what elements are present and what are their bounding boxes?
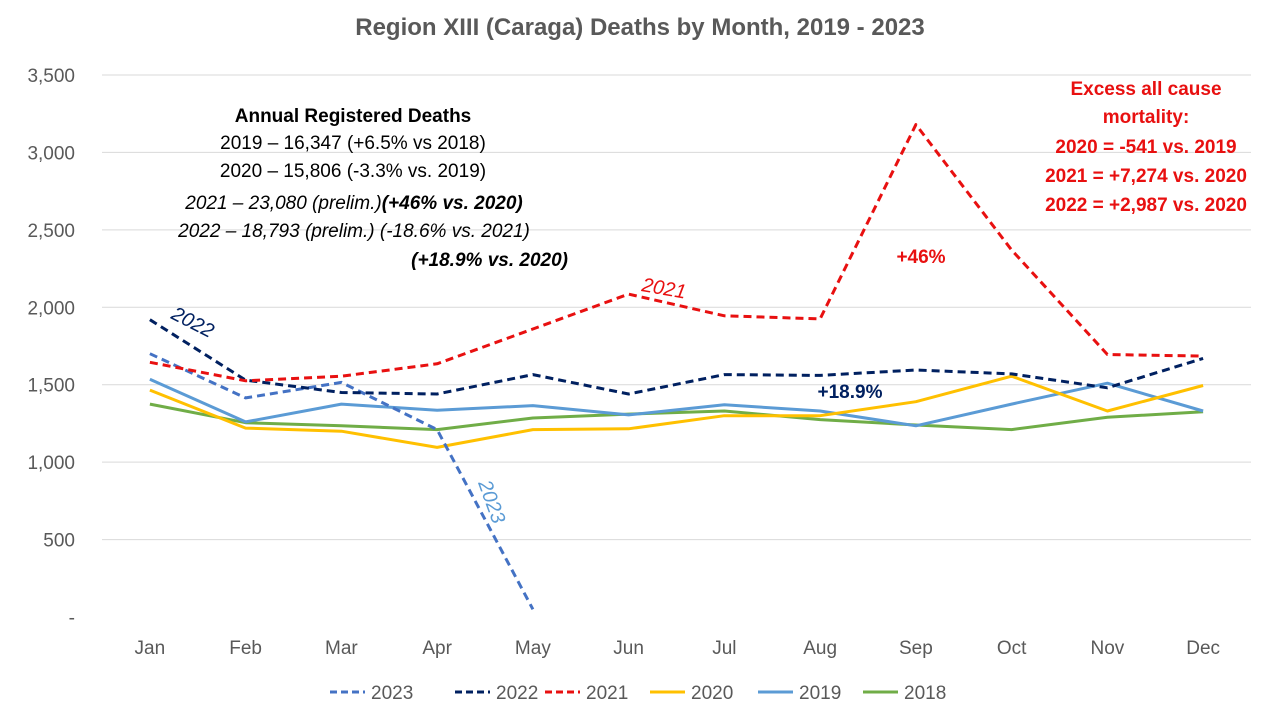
plot-area [149, 123, 1204, 611]
series-line-2019 [149, 377, 1204, 428]
y-tick-label: 2,000 [27, 298, 75, 319]
x-tick-label: May [515, 638, 551, 659]
annotation-line-2022-vs-2020: (+18.9% vs. 2020) [411, 250, 568, 271]
y-tick-label: 1,000 [27, 453, 75, 474]
chart-title: Region XIII (Caraga) Deaths by Month, 20… [355, 14, 924, 41]
legend-label-2019: 2019 [799, 683, 841, 704]
annotation-line-2022: 2022 – 18,793 (prelim.) (-18.6% vs. 2021… [177, 221, 530, 242]
x-tick-label: Jan [135, 638, 166, 659]
excess-line-2022: 2022 = +2,987 vs. 2020 [1045, 195, 1247, 216]
x-axis: Jan Feb Mar Apr May Jun Jul Aug Sep Oct Nov Dec [135, 638, 1220, 659]
x-tick-label: Aug [803, 638, 837, 659]
y-tick-label: 1,500 [27, 376, 75, 397]
x-tick-label: Jun [613, 638, 644, 659]
y-axis: - 500 1,000 1,500 2,000 2,500 3,000 3,500 [27, 66, 75, 629]
x-tick-label: Nov [1090, 638, 1124, 659]
legend-label-2020: 2020 [691, 683, 733, 704]
excess-title-1: Excess all cause [1070, 79, 1221, 100]
excess-title-2: mortality: [1103, 107, 1190, 128]
x-tick-label: Mar [325, 638, 358, 659]
x-tick-label: Dec [1186, 638, 1220, 659]
legend-label-2018: 2018 [904, 683, 946, 704]
excess-line-2021: 2021 = +7,274 vs. 2020 [1045, 166, 1247, 187]
series-line-2023 [149, 352, 535, 611]
series-line-2020 [149, 374, 1204, 449]
pct-2022-label: +18.9% [818, 382, 883, 403]
annotation-line-2021-a: 2021 – 23,080 (prelim.) [184, 193, 381, 214]
legend-label-2021: 2021 [586, 683, 628, 704]
x-tick-label: Feb [229, 638, 262, 659]
series-line-2022 [149, 318, 1204, 396]
legend: 2023 2022 2021 2020 2019 2018 [330, 683, 946, 704]
annual-deaths-annotation: Annual Registered Deaths 2019 – 16,347 (… [177, 106, 568, 271]
y-tick-label: 3,500 [27, 66, 75, 87]
y-tick-label: 2,500 [27, 221, 75, 242]
legend-label-2023: 2023 [371, 683, 413, 704]
excess-mortality-annotation: Excess all cause mortality: 2020 = -541 … [1045, 79, 1247, 216]
y-tick-label: - [69, 608, 75, 629]
annotation-line-2021: 2021 – 23,080 (prelim.)(+46% vs. 2020) [184, 193, 522, 214]
series-line-2021 [149, 123, 1204, 383]
annotation-line-2020: 2020 – 15,806 (-3.3% vs. 2019) [220, 161, 486, 182]
x-tick-label: Jul [712, 638, 736, 659]
annotation-title: Annual Registered Deaths [235, 106, 472, 127]
x-tick-label: Apr [422, 638, 452, 659]
excess-line-2020: 2020 = -541 vs. 2019 [1055, 137, 1236, 158]
annotation-line-2021-b: (+46% vs. 2020) [382, 193, 523, 214]
y-tick-label: 3,000 [27, 143, 75, 164]
y-tick-label: 500 [43, 531, 75, 552]
series-line-2018 [149, 402, 1204, 432]
x-tick-label: Sep [899, 638, 933, 659]
annotation-line-2019: 2019 – 16,347 (+6.5% vs 2018) [220, 133, 486, 154]
x-tick-label: Oct [997, 638, 1027, 659]
legend-label-2022: 2022 [496, 683, 538, 704]
pct-2021-label: +46% [896, 247, 945, 268]
series-label-2023: 2023 [473, 476, 509, 526]
